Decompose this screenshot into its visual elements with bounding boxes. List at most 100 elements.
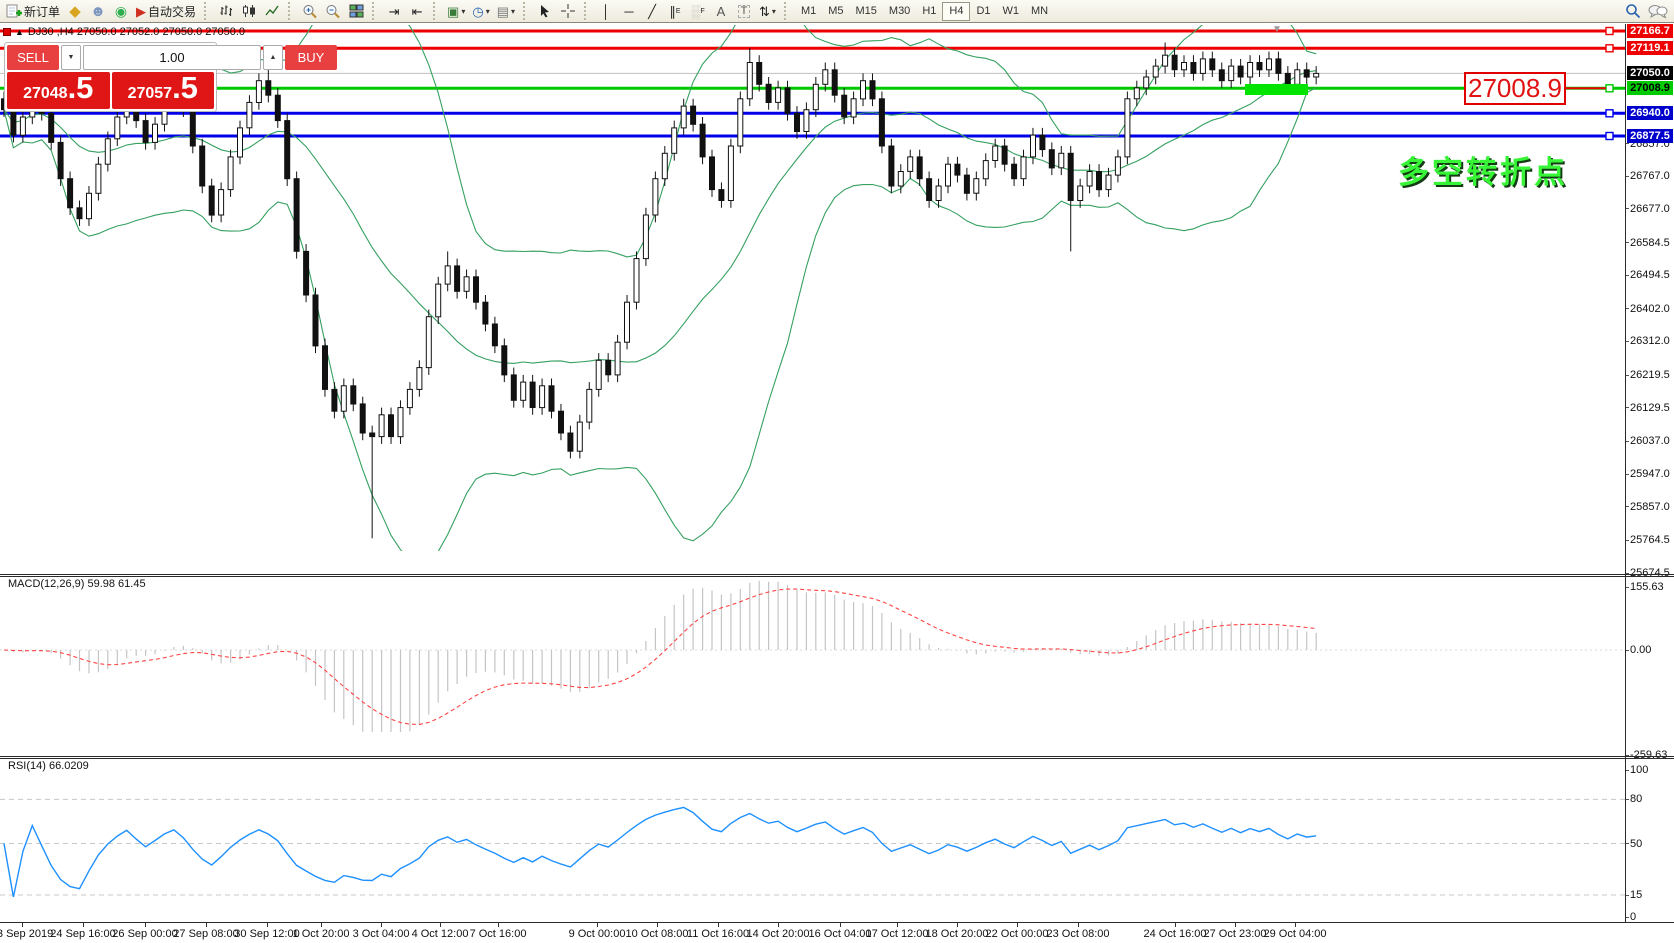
price-axis-tick: 25764.5 xyxy=(1630,534,1670,547)
vertical-line-icon: │ xyxy=(601,3,611,19)
volume-input[interactable] xyxy=(83,45,261,70)
autotrade-button[interactable]: ▶ 自动交易 xyxy=(133,1,199,22)
zoom-out-button[interactable] xyxy=(322,1,344,22)
time-axis-label: 17 Oct 12:00 xyxy=(865,928,929,940)
trendline-button[interactable]: ╱ xyxy=(641,1,663,22)
price-axis-tickmark xyxy=(1625,340,1629,342)
timeframe-m1-button[interactable]: M1 xyxy=(800,5,817,17)
time-axis-tickmark xyxy=(1017,923,1018,927)
zoom-in-button[interactable] xyxy=(299,1,321,22)
time-axis-label: 24 Sep 16:00 xyxy=(50,928,116,940)
time-axis-label: 23 Sep 2019 xyxy=(0,928,54,940)
chat-button[interactable] xyxy=(1645,1,1671,22)
line-chart-icon xyxy=(264,5,279,16)
time-axis-tickmark xyxy=(778,923,779,927)
text-tool-button[interactable]: A xyxy=(710,1,732,22)
pane-separator[interactable] xyxy=(0,576,1674,577)
timeframe-h1-button[interactable]: H1 xyxy=(922,5,937,17)
price-badge-27008.9: 27008.9 xyxy=(1627,81,1673,96)
price-badge-26877.5: 26877.5 xyxy=(1627,129,1673,143)
timeframe-mn-button[interactable]: MN xyxy=(1031,5,1049,17)
time-axis-tickmark xyxy=(267,923,268,927)
time-axis-label: 18 Oct 20:00 xyxy=(925,928,989,940)
template-menu[interactable]: ▤ ▾ xyxy=(494,1,518,22)
buy-price-main: 27057 xyxy=(127,85,173,102)
price-badge-27166.7: 27166.7 xyxy=(1627,24,1673,38)
crosshair-button[interactable] xyxy=(557,1,579,22)
label-tool-button[interactable]: T xyxy=(733,1,755,22)
sell-price-main: 27048 xyxy=(23,85,68,102)
tile-windows-button[interactable] xyxy=(345,1,367,22)
period-menu[interactable]: ◷ ▾ xyxy=(469,1,492,22)
time-axis-tickmark xyxy=(897,923,898,927)
turning-point-note: 多空转折点 xyxy=(1398,155,1568,190)
search-button[interactable] xyxy=(1622,1,1644,22)
pane-separator[interactable] xyxy=(0,574,1674,575)
new-order-button[interactable]: 新订单 xyxy=(3,1,63,22)
fibonacci-button[interactable]: ░ F xyxy=(687,1,709,22)
buy-button[interactable]: BUY xyxy=(285,45,337,70)
timeframe-h4-button[interactable]: H4 xyxy=(942,1,971,21)
price-badge-26940.0: 26940.0 xyxy=(1627,106,1673,121)
volume-increase-button[interactable]: ▲ xyxy=(263,45,283,70)
volume-decrease-button[interactable]: ▼ xyxy=(61,45,81,70)
price-badge-27050.0: 27050.0 xyxy=(1627,66,1673,81)
chart-shift-marker-icon[interactable]: ▼ xyxy=(1272,24,1282,35)
time-axis-tickmark xyxy=(1235,923,1236,927)
vertical-line-button[interactable]: │ xyxy=(595,1,617,22)
dropdown-arrow-icon: ▾ xyxy=(461,6,466,16)
zoom-out-icon xyxy=(326,4,340,18)
time-axis-label: 27 Oct 23:00 xyxy=(1203,928,1267,940)
sell-price-button[interactable]: 27048 .5 xyxy=(7,72,110,109)
price-axis-tick: 25947.0 xyxy=(1630,468,1670,480)
new-order-icon xyxy=(6,4,22,18)
horizontal-line-button[interactable]: ─ xyxy=(618,1,640,22)
chart-canvas[interactable] xyxy=(0,24,1625,922)
buy-price-button[interactable]: 27057 .5 xyxy=(111,72,214,109)
time-axis-label: 7 Oct 16:00 xyxy=(469,928,527,940)
timeframe-m15-button[interactable]: M15 xyxy=(855,5,877,17)
price-axis-tick: 26494.5 xyxy=(1630,269,1670,282)
arrows-tool-menu[interactable]: ⇅ ▾ xyxy=(756,1,779,22)
new-order-label: 新订单 xyxy=(24,4,61,19)
accounts-button[interactable]: ☻ xyxy=(87,1,109,22)
rsi-axis-tick: 50 xyxy=(1630,837,1643,850)
time-axis-label: 30 Sep 12:00 xyxy=(234,928,300,940)
channel-button[interactable]: ∥ E xyxy=(664,1,686,22)
sell-button[interactable]: SELL xyxy=(7,45,59,70)
time-axis-tickmark xyxy=(1078,923,1079,927)
price-axis-tickmark xyxy=(1625,143,1629,144)
candle-chart-button[interactable] xyxy=(238,1,260,22)
template-icon: ▤ xyxy=(496,3,509,19)
timeframe-m30-button[interactable]: M30 xyxy=(888,5,911,17)
line-chart-button[interactable] xyxy=(261,1,283,22)
pane-separator[interactable] xyxy=(0,758,1674,759)
time-axis-border xyxy=(0,922,1674,923)
rsi-axis-tick: 15 xyxy=(1630,889,1643,901)
time-axis-tickmark xyxy=(440,923,441,927)
price-axis-tickmark xyxy=(1625,440,1629,442)
time-axis-label: 23 Oct 08:00 xyxy=(1046,928,1110,940)
chart-shift-button[interactable]: ⇤ xyxy=(406,1,428,22)
price-axis-tick: 26584.5 xyxy=(1630,236,1670,249)
price-axis-tick: 26219.5 xyxy=(1630,369,1670,381)
panel-collapse-icon[interactable]: ▲ xyxy=(15,27,24,37)
toolbox-button[interactable]: ◆ xyxy=(64,1,86,22)
cursor-button[interactable] xyxy=(534,1,556,22)
toolbar-separator xyxy=(584,2,591,20)
time-axis-tickmark xyxy=(1175,923,1176,927)
autoscroll-button[interactable]: ⇥ xyxy=(383,1,405,22)
timeframe-m5-button[interactable]: M5 xyxy=(828,5,844,17)
bar-chart-button[interactable] xyxy=(215,1,237,22)
new-chart-menu[interactable]: ▣ ▾ xyxy=(444,1,468,22)
arrows-tool-icon: ⇅ xyxy=(759,3,770,19)
autoscroll-icon: ⇥ xyxy=(388,3,400,19)
dropdown-arrow-icon: ▾ xyxy=(485,6,490,16)
timeframe-w1-button[interactable]: W1 xyxy=(1002,5,1020,17)
signals-button[interactable]: ◉ xyxy=(110,1,132,22)
pane-separator[interactable] xyxy=(0,756,1674,757)
chart-window: ▲ DJ30 ,H4 27050.0 27052.0 27050.0 27050… xyxy=(0,23,1674,943)
chart-title: DJ30 ,H4 27050.0 27052.0 27050.0 27050.0 xyxy=(27,26,246,38)
timeframe-d1-button[interactable]: D1 xyxy=(976,5,991,17)
